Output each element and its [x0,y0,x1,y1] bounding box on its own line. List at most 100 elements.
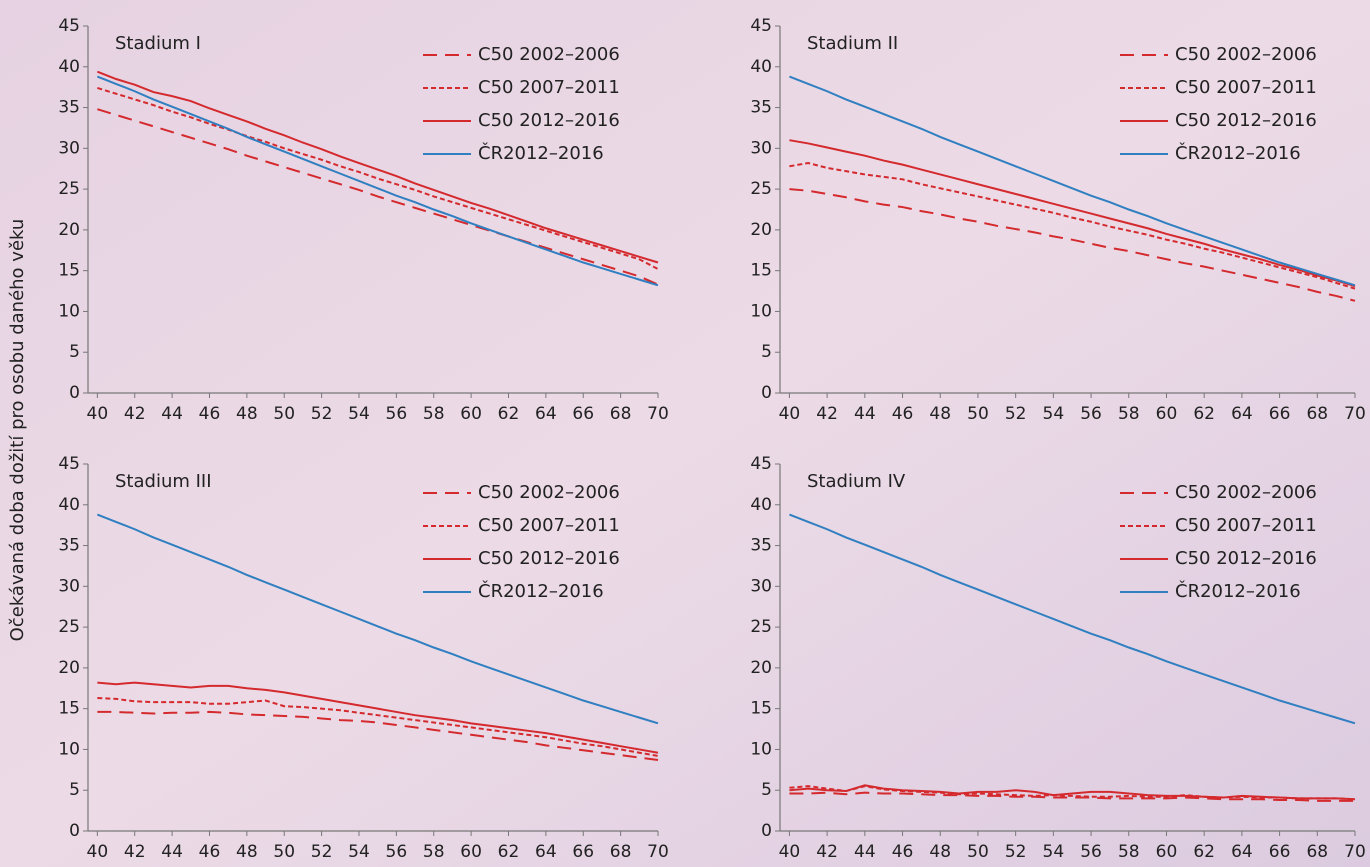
legend-label: C50 2012–2016 [1175,110,1317,131]
y-tick-label: 45 [750,454,772,474]
x-tick-label: 58 [423,404,445,424]
x-tick-label: 42 [816,842,838,862]
x-tick-label: 52 [1005,404,1027,424]
x-tick-label: 50 [967,842,989,862]
legend-label: C50 2012–2016 [1175,548,1317,569]
x-tick-label: 46 [892,842,914,862]
y-tick-label: 15 [750,699,772,719]
legend-label: C50 2007–2011 [478,77,620,98]
y-tick-label: 5 [69,342,80,362]
x-tick-label: 44 [161,404,183,424]
legend-label: C50 2007–2011 [1175,77,1317,98]
x-tick-label: 44 [161,842,183,862]
panel-title: Stadium I [115,33,201,54]
legend-label: ČR2012–2016 [1175,580,1301,602]
x-tick-label: 48 [236,842,258,862]
x-tick-label: 52 [311,842,333,862]
x-tick-label: 62 [498,404,520,424]
y-tick-label: 35 [58,98,80,118]
y-tick-label: 0 [69,821,80,841]
y-tick-label: 25 [750,179,772,199]
y-tick-label: 0 [761,821,772,841]
x-tick-label: 66 [1269,842,1291,862]
y-tick-label: 0 [761,383,772,403]
x-tick-label: 58 [423,842,445,862]
x-tick-label: 56 [386,842,408,862]
x-tick-label: 60 [460,842,482,862]
y-tick-label: 35 [750,536,772,556]
x-tick-label: 50 [273,842,295,862]
y-tick-label: 45 [750,16,772,36]
x-tick-label: 50 [273,404,295,424]
panel-title: Stadium III [115,471,212,492]
y-tick-label: 25 [58,179,80,199]
x-tick-label: 56 [386,404,408,424]
x-tick-label: 50 [967,404,989,424]
x-tick-label: 40 [87,842,109,862]
x-tick-label: 70 [647,404,669,424]
x-tick-label: 58 [1118,404,1140,424]
x-tick-label: 66 [1269,404,1291,424]
legend-label: ČR2012–2016 [478,142,604,164]
x-tick-label: 66 [572,404,594,424]
x-tick-label: 68 [1306,404,1328,424]
legend-label: ČR2012–2016 [478,580,604,602]
y-tick-label: 45 [58,454,80,474]
x-tick-label: 44 [854,842,876,862]
x-tick-label: 66 [572,842,594,862]
y-tick-label: 15 [750,261,772,281]
background [0,0,1370,867]
y-tick-label: 10 [750,739,772,759]
y-tick-label: 40 [58,57,80,77]
legend-label: C50 2002–2006 [1175,44,1317,65]
x-tick-label: 48 [929,842,951,862]
x-tick-label: 56 [1080,404,1102,424]
x-tick-label: 70 [1344,404,1366,424]
x-tick-label: 42 [816,404,838,424]
y-tick-label: 5 [761,342,772,362]
y-tick-label: 40 [750,57,772,77]
y-tick-label: 0 [69,383,80,403]
x-tick-label: 68 [610,842,632,862]
x-tick-label: 62 [1193,842,1215,862]
legend-label: C50 2007–2011 [1175,515,1317,536]
x-tick-label: 68 [1306,842,1328,862]
y-tick-label: 30 [750,138,772,158]
x-tick-label: 42 [124,842,146,862]
x-tick-label: 46 [892,404,914,424]
y-tick-label: 40 [750,495,772,515]
y-tick-label: 20 [58,220,80,240]
x-tick-label: 52 [1005,842,1027,862]
x-tick-label: 52 [311,404,333,424]
x-tick-label: 54 [1043,842,1065,862]
y-tick-label: 5 [69,780,80,800]
y-tick-label: 20 [58,658,80,678]
y-axis-label: Očekávaná doba dožití pro osobu daného v… [7,219,28,642]
x-tick-label: 54 [1043,404,1065,424]
x-tick-label: 60 [1156,404,1178,424]
y-tick-label: 20 [750,220,772,240]
y-tick-label: 35 [750,98,772,118]
y-tick-label: 10 [58,739,80,759]
x-tick-label: 70 [647,842,669,862]
legend-label: C50 2012–2016 [478,110,620,131]
x-tick-label: 46 [199,404,221,424]
x-tick-label: 40 [779,404,801,424]
y-tick-label: 45 [58,16,80,36]
x-tick-label: 64 [1231,842,1253,862]
page: {"y_axis_label": "Očekávaná doba dožití … [0,0,1370,867]
legend-label: C50 2012–2016 [478,548,620,569]
x-tick-label: 60 [460,404,482,424]
x-tick-label: 48 [929,404,951,424]
x-tick-label: 60 [1156,842,1178,862]
legend-label: ČR2012–2016 [1175,142,1301,164]
panel-title: Stadium IV [807,471,906,492]
x-tick-label: 68 [610,404,632,424]
legend-label: C50 2002–2006 [478,44,620,65]
y-tick-label: 25 [750,617,772,637]
x-tick-label: 42 [124,404,146,424]
x-tick-label: 44 [854,404,876,424]
panel-title: Stadium II [807,33,898,54]
x-tick-label: 46 [199,842,221,862]
y-tick-label: 10 [750,301,772,321]
